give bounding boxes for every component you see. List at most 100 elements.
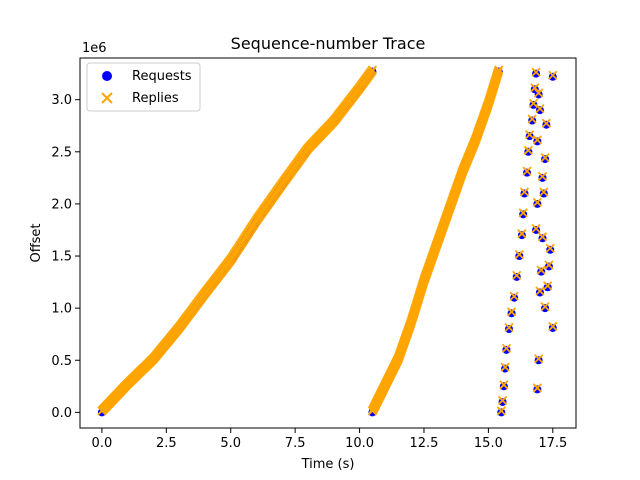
replies-point	[497, 395, 508, 406]
chart-title: Sequence-number Trace	[231, 34, 426, 53]
replies-point	[367, 65, 378, 75]
replies-point	[523, 145, 533, 155]
requests-point	[539, 189, 548, 198]
requests-point	[507, 309, 516, 318]
replies-point	[540, 152, 550, 163]
y-tick-label: 0.5	[51, 354, 72, 369]
replies-point	[532, 383, 542, 393]
x-axis-label: Time (s)	[301, 457, 355, 472]
replies-point	[536, 265, 546, 275]
requests-point	[533, 199, 542, 208]
y-offset-text: 1e6	[82, 41, 107, 56]
legend-box	[86, 62, 201, 112]
x-tick-label: 5.0	[220, 436, 241, 451]
plot-marks	[97, 65, 558, 417]
replies-point	[539, 187, 549, 197]
requests-point	[534, 90, 543, 99]
y-tick-label: 3.0	[51, 93, 72, 108]
legend-requests-label: Requests	[132, 69, 192, 84]
requests-point	[517, 231, 526, 240]
x-tick-label: 2.5	[156, 436, 177, 451]
x-tick-label: 0.0	[92, 436, 113, 451]
requests-point	[512, 272, 521, 281]
legend-requests-marker	[102, 71, 112, 81]
requests-point	[535, 106, 544, 115]
requests-point	[528, 116, 537, 125]
requests-point	[498, 397, 507, 406]
plot-area	[80, 58, 576, 428]
replies-point	[541, 118, 552, 128]
replies-point	[518, 208, 528, 218]
replies-point	[548, 321, 558, 332]
y-tick-label: 2.0	[51, 197, 72, 212]
requests-point	[542, 120, 551, 129]
replies-point	[548, 70, 558, 80]
requests-point	[510, 293, 519, 302]
replies-point	[522, 166, 532, 176]
replies-point	[531, 67, 541, 77]
requests-point	[497, 408, 506, 417]
replies-point	[535, 286, 545, 296]
requests-point	[535, 288, 544, 297]
replies-point	[501, 343, 512, 353]
replies-point	[524, 130, 535, 140]
replies-point	[519, 187, 530, 197]
replies-point	[504, 322, 514, 333]
replies-point	[530, 83, 540, 93]
y-axis: 0.0 0.5 1.0 1.5 2.0 2.5 3.0	[51, 93, 80, 421]
requests-point	[548, 323, 557, 332]
replies-point	[534, 88, 544, 98]
x-tick-label: 12.5	[410, 436, 439, 451]
replies-point	[494, 65, 504, 75]
legend-replies-marker	[101, 92, 113, 104]
replies-point	[534, 354, 544, 364]
requests-point	[537, 267, 546, 276]
requests-point	[532, 225, 541, 234]
legend: Requests Replies	[86, 62, 201, 112]
requests-point	[525, 132, 534, 141]
x-tick-label: 7.5	[285, 436, 306, 451]
replies-point	[509, 291, 519, 301]
requests-point	[533, 385, 542, 394]
requests-point	[523, 168, 532, 177]
requests-point	[501, 364, 510, 373]
requests-point	[543, 283, 552, 292]
replies-point	[544, 260, 554, 270]
replies-point	[537, 232, 548, 242]
x-tick-label: 10.0	[345, 436, 374, 451]
requests-point	[541, 304, 550, 313]
y-axis-label: Offset	[29, 223, 44, 262]
requests-point	[546, 245, 555, 254]
requests-point	[532, 69, 541, 78]
requests-point	[515, 252, 524, 261]
replies-point	[532, 197, 542, 208]
replies-point	[506, 307, 517, 317]
requests-point	[505, 324, 514, 333]
replies-point	[545, 243, 555, 253]
requests-point	[533, 137, 542, 146]
requests-point	[499, 382, 508, 391]
replies-point	[512, 270, 522, 281]
replies-point	[532, 135, 542, 145]
requests-point	[524, 147, 533, 156]
requests-point	[534, 356, 543, 365]
y-tick-label: 1.0	[51, 302, 72, 317]
replies-point	[537, 171, 548, 181]
requests-point	[519, 210, 528, 219]
y-tick-label: 2.5	[51, 145, 72, 160]
requests-point	[541, 155, 550, 164]
replies-point	[500, 362, 510, 372]
x-axis: 0.0 2.5 5.0 7.5 10.0 12.5 15.0 17.5	[92, 428, 567, 451]
requests-point	[529, 100, 538, 109]
replies-point	[517, 229, 527, 239]
legend-replies-label: Replies	[132, 91, 179, 106]
replies-point	[527, 114, 537, 124]
replies-point	[499, 380, 509, 390]
plot-frame	[79, 57, 577, 429]
requests-point	[538, 173, 547, 182]
replies-point	[540, 302, 550, 312]
requests-point	[544, 262, 553, 271]
replies-point	[543, 281, 553, 291]
requests-point	[520, 189, 529, 198]
